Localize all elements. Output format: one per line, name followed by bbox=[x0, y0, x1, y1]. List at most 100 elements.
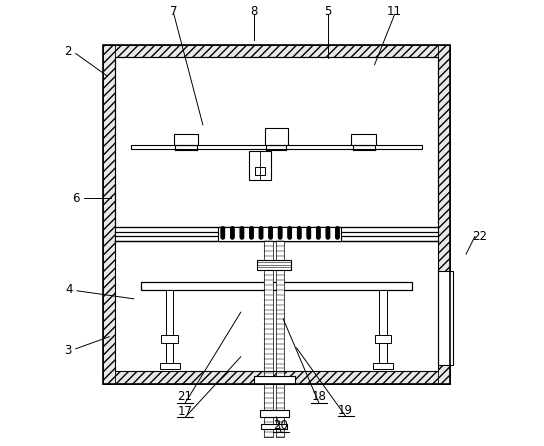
Text: 19: 19 bbox=[338, 404, 353, 417]
Circle shape bbox=[326, 231, 330, 235]
Circle shape bbox=[250, 234, 253, 238]
Circle shape bbox=[336, 230, 339, 233]
Circle shape bbox=[269, 228, 273, 231]
Bar bbox=[141, 282, 412, 290]
Circle shape bbox=[240, 228, 244, 231]
Bar bbox=[131, 145, 422, 149]
Text: 4: 4 bbox=[65, 283, 73, 297]
Circle shape bbox=[336, 228, 339, 231]
Circle shape bbox=[336, 234, 339, 238]
Circle shape bbox=[221, 234, 225, 238]
Circle shape bbox=[317, 227, 320, 230]
Circle shape bbox=[279, 227, 282, 230]
Bar bbox=[380, 290, 387, 369]
Circle shape bbox=[317, 228, 320, 231]
Bar bbox=[249, 151, 271, 180]
Circle shape bbox=[279, 230, 282, 233]
Circle shape bbox=[250, 235, 253, 239]
Bar bbox=[102, 45, 115, 384]
Circle shape bbox=[240, 234, 244, 238]
Circle shape bbox=[336, 231, 339, 235]
Text: 5: 5 bbox=[324, 4, 331, 18]
Circle shape bbox=[221, 230, 225, 233]
Circle shape bbox=[336, 227, 339, 230]
Bar bbox=[254, 376, 294, 384]
Circle shape bbox=[307, 227, 311, 230]
Circle shape bbox=[326, 230, 330, 233]
Bar bbox=[115, 57, 438, 371]
Circle shape bbox=[279, 234, 282, 238]
Text: 7: 7 bbox=[170, 4, 178, 18]
Circle shape bbox=[259, 231, 263, 235]
Bar bbox=[166, 290, 174, 369]
Circle shape bbox=[231, 231, 234, 235]
Circle shape bbox=[231, 233, 234, 236]
Circle shape bbox=[279, 233, 282, 236]
Circle shape bbox=[269, 231, 273, 235]
Circle shape bbox=[231, 234, 234, 238]
Text: 8: 8 bbox=[250, 4, 258, 18]
Bar bbox=[174, 134, 199, 145]
Circle shape bbox=[240, 235, 244, 239]
Circle shape bbox=[288, 230, 292, 233]
Circle shape bbox=[288, 233, 292, 236]
Circle shape bbox=[259, 230, 263, 233]
Bar bbox=[351, 134, 376, 145]
Text: 21: 21 bbox=[177, 390, 193, 403]
Circle shape bbox=[298, 227, 301, 230]
Text: 6: 6 bbox=[72, 192, 79, 205]
Circle shape bbox=[307, 231, 311, 235]
Circle shape bbox=[317, 235, 320, 239]
Circle shape bbox=[221, 233, 225, 236]
Bar bbox=[218, 227, 341, 241]
Bar bbox=[265, 128, 288, 145]
Bar bbox=[162, 335, 178, 343]
Circle shape bbox=[250, 230, 253, 233]
Circle shape bbox=[298, 228, 301, 231]
Circle shape bbox=[288, 227, 292, 230]
Circle shape bbox=[326, 234, 330, 238]
Text: 3: 3 bbox=[64, 343, 71, 357]
Circle shape bbox=[221, 235, 225, 239]
Bar bbox=[375, 335, 392, 343]
Circle shape bbox=[298, 231, 301, 235]
Circle shape bbox=[259, 228, 263, 231]
Circle shape bbox=[326, 227, 330, 230]
Bar bbox=[438, 45, 450, 384]
Circle shape bbox=[326, 233, 330, 236]
Text: 17: 17 bbox=[177, 405, 193, 418]
Bar bbox=[102, 45, 450, 57]
Bar bbox=[373, 363, 393, 369]
Circle shape bbox=[298, 234, 301, 238]
Text: 11: 11 bbox=[387, 4, 402, 18]
Circle shape bbox=[269, 235, 273, 239]
Circle shape bbox=[336, 233, 339, 236]
Circle shape bbox=[269, 230, 273, 233]
Bar bbox=[102, 45, 450, 384]
Bar bbox=[102, 371, 450, 384]
Circle shape bbox=[279, 235, 282, 239]
Bar bbox=[115, 57, 438, 227]
Circle shape bbox=[317, 230, 320, 233]
Circle shape bbox=[307, 233, 311, 236]
Circle shape bbox=[259, 234, 263, 238]
Circle shape bbox=[231, 227, 234, 230]
Circle shape bbox=[231, 228, 234, 231]
Circle shape bbox=[317, 234, 320, 238]
Bar bbox=[276, 241, 285, 437]
Circle shape bbox=[298, 230, 301, 233]
Bar bbox=[261, 424, 287, 429]
Circle shape bbox=[307, 230, 311, 233]
Bar bbox=[159, 363, 180, 369]
Circle shape bbox=[231, 230, 234, 233]
Circle shape bbox=[279, 228, 282, 231]
Circle shape bbox=[298, 233, 301, 236]
Circle shape bbox=[336, 235, 339, 239]
Circle shape bbox=[288, 234, 292, 238]
Bar bbox=[102, 45, 450, 384]
Text: 2: 2 bbox=[64, 45, 71, 58]
Circle shape bbox=[269, 234, 273, 238]
Circle shape bbox=[298, 235, 301, 239]
Bar bbox=[257, 260, 291, 269]
Text: 18: 18 bbox=[311, 390, 326, 403]
